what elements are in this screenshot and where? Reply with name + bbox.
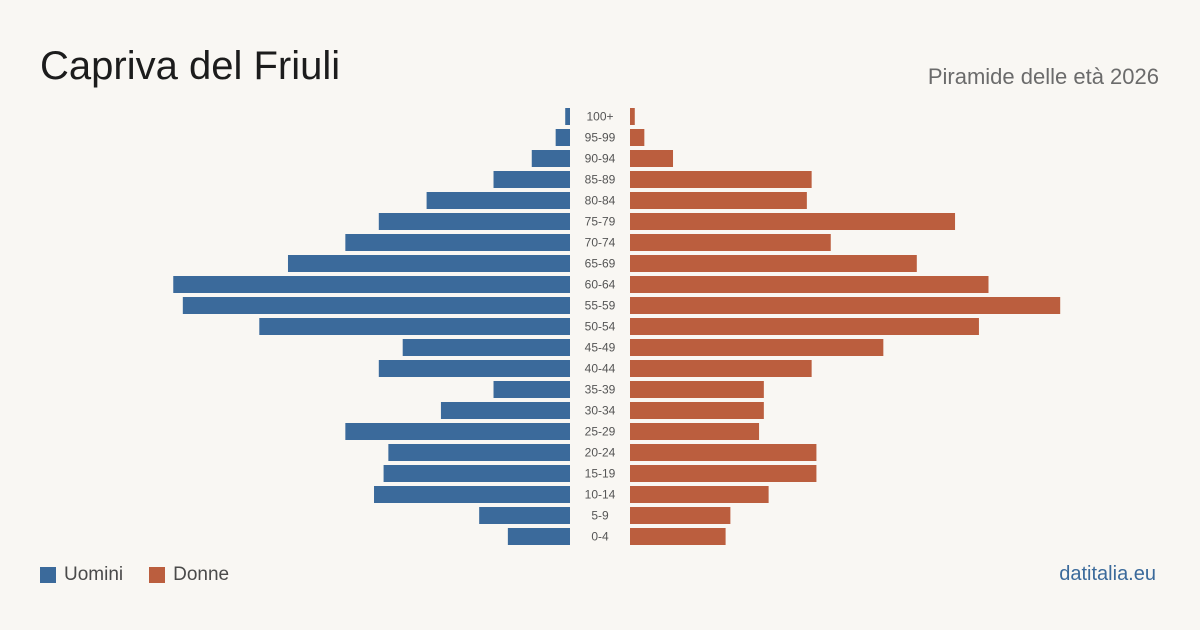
bar-men-30-34 xyxy=(440,402,570,419)
bar-women-15-19 xyxy=(630,465,817,482)
bar-men-60-64 xyxy=(173,276,570,293)
age-label-0-4: 0-4 xyxy=(591,530,609,544)
bar-men-20-24 xyxy=(388,444,570,461)
bar-women-30-34 xyxy=(630,402,764,419)
bar-men-95-99 xyxy=(555,129,570,146)
age-label-55-59: 55-59 xyxy=(585,299,616,313)
age-label-30-34: 30-34 xyxy=(585,404,616,418)
age-label-15-19: 15-19 xyxy=(585,467,616,481)
bar-women-5-9 xyxy=(630,507,731,524)
bar-men-70-74 xyxy=(345,234,570,251)
age-label-35-39: 35-39 xyxy=(585,383,616,397)
age-label-75-79: 75-79 xyxy=(585,215,616,229)
age-label-85-89: 85-89 xyxy=(585,173,616,187)
bar-men-45-49 xyxy=(402,339,570,356)
bar-men-65-69 xyxy=(287,255,570,272)
bar-women-70-74 xyxy=(630,234,831,251)
bar-women-35-39 xyxy=(630,381,764,398)
age-label-90-94: 90-94 xyxy=(585,152,616,166)
legend-swatch-women xyxy=(149,567,166,583)
bar-women-60-64 xyxy=(630,276,989,293)
age-label-65-69: 65-69 xyxy=(585,257,616,271)
bar-men-35-39 xyxy=(493,381,570,398)
chart-subtitle: Piramide delle età 2026 xyxy=(927,64,1159,89)
legend-item-men: Uomini xyxy=(40,564,123,586)
bar-women-100+ xyxy=(630,108,635,125)
bar-women-55-59 xyxy=(630,297,1061,314)
bar-women-10-14 xyxy=(630,486,769,503)
age-label-40-44: 40-44 xyxy=(585,362,616,376)
bar-women-45-49 xyxy=(630,339,884,356)
bar-women-25-29 xyxy=(630,423,760,440)
age-label-10-14: 10-14 xyxy=(585,488,616,502)
bar-men-25-29 xyxy=(345,423,570,440)
bar-men-10-14 xyxy=(374,486,570,503)
bar-men-55-59 xyxy=(182,297,570,314)
legend-label-women: Donne xyxy=(173,564,230,585)
age-label-70-74: 70-74 xyxy=(585,236,616,250)
bar-women-0-4 xyxy=(630,528,726,545)
age-label-45-49: 45-49 xyxy=(585,341,616,355)
bar-men-90-94 xyxy=(531,150,570,167)
age-label-95-99: 95-99 xyxy=(585,131,616,145)
age-label-25-29: 25-29 xyxy=(585,425,616,439)
age-label-100+: 100+ xyxy=(586,110,613,124)
legend-swatch-men xyxy=(40,567,56,583)
bar-men-85-89 xyxy=(493,171,570,188)
legend-item-women: Donne xyxy=(149,564,229,586)
age-label-20-24: 20-24 xyxy=(585,446,616,460)
bar-men-75-79 xyxy=(378,213,570,230)
bar-women-95-99 xyxy=(630,129,645,146)
bar-men-15-19 xyxy=(383,465,570,482)
bar-men-40-44 xyxy=(378,360,570,377)
bar-women-90-94 xyxy=(630,150,674,167)
age-label-60-64: 60-64 xyxy=(585,278,616,292)
legend-label-men: Uomini xyxy=(64,564,124,585)
bar-women-75-79 xyxy=(630,213,956,230)
bar-men-5-9 xyxy=(479,507,570,524)
chart-title: Capriva del Friuli xyxy=(40,44,341,88)
bar-men-100+ xyxy=(565,108,570,125)
bar-men-50-54 xyxy=(259,318,570,335)
source-link[interactable]: datitalia.eu xyxy=(1059,563,1156,585)
bar-women-40-44 xyxy=(630,360,812,377)
bar-women-85-89 xyxy=(630,171,812,188)
legend: Uomini Donne xyxy=(40,564,255,586)
bar-women-50-54 xyxy=(630,318,979,335)
age-label-5-9: 5-9 xyxy=(591,509,609,523)
bar-women-65-69 xyxy=(630,255,917,272)
age-label-80-84: 80-84 xyxy=(585,194,616,208)
bar-men-80-84 xyxy=(426,192,570,209)
age-label-50-54: 50-54 xyxy=(585,320,616,334)
bar-women-20-24 xyxy=(630,444,817,461)
bar-men-0-4 xyxy=(507,528,570,545)
bar-women-80-84 xyxy=(630,192,807,209)
